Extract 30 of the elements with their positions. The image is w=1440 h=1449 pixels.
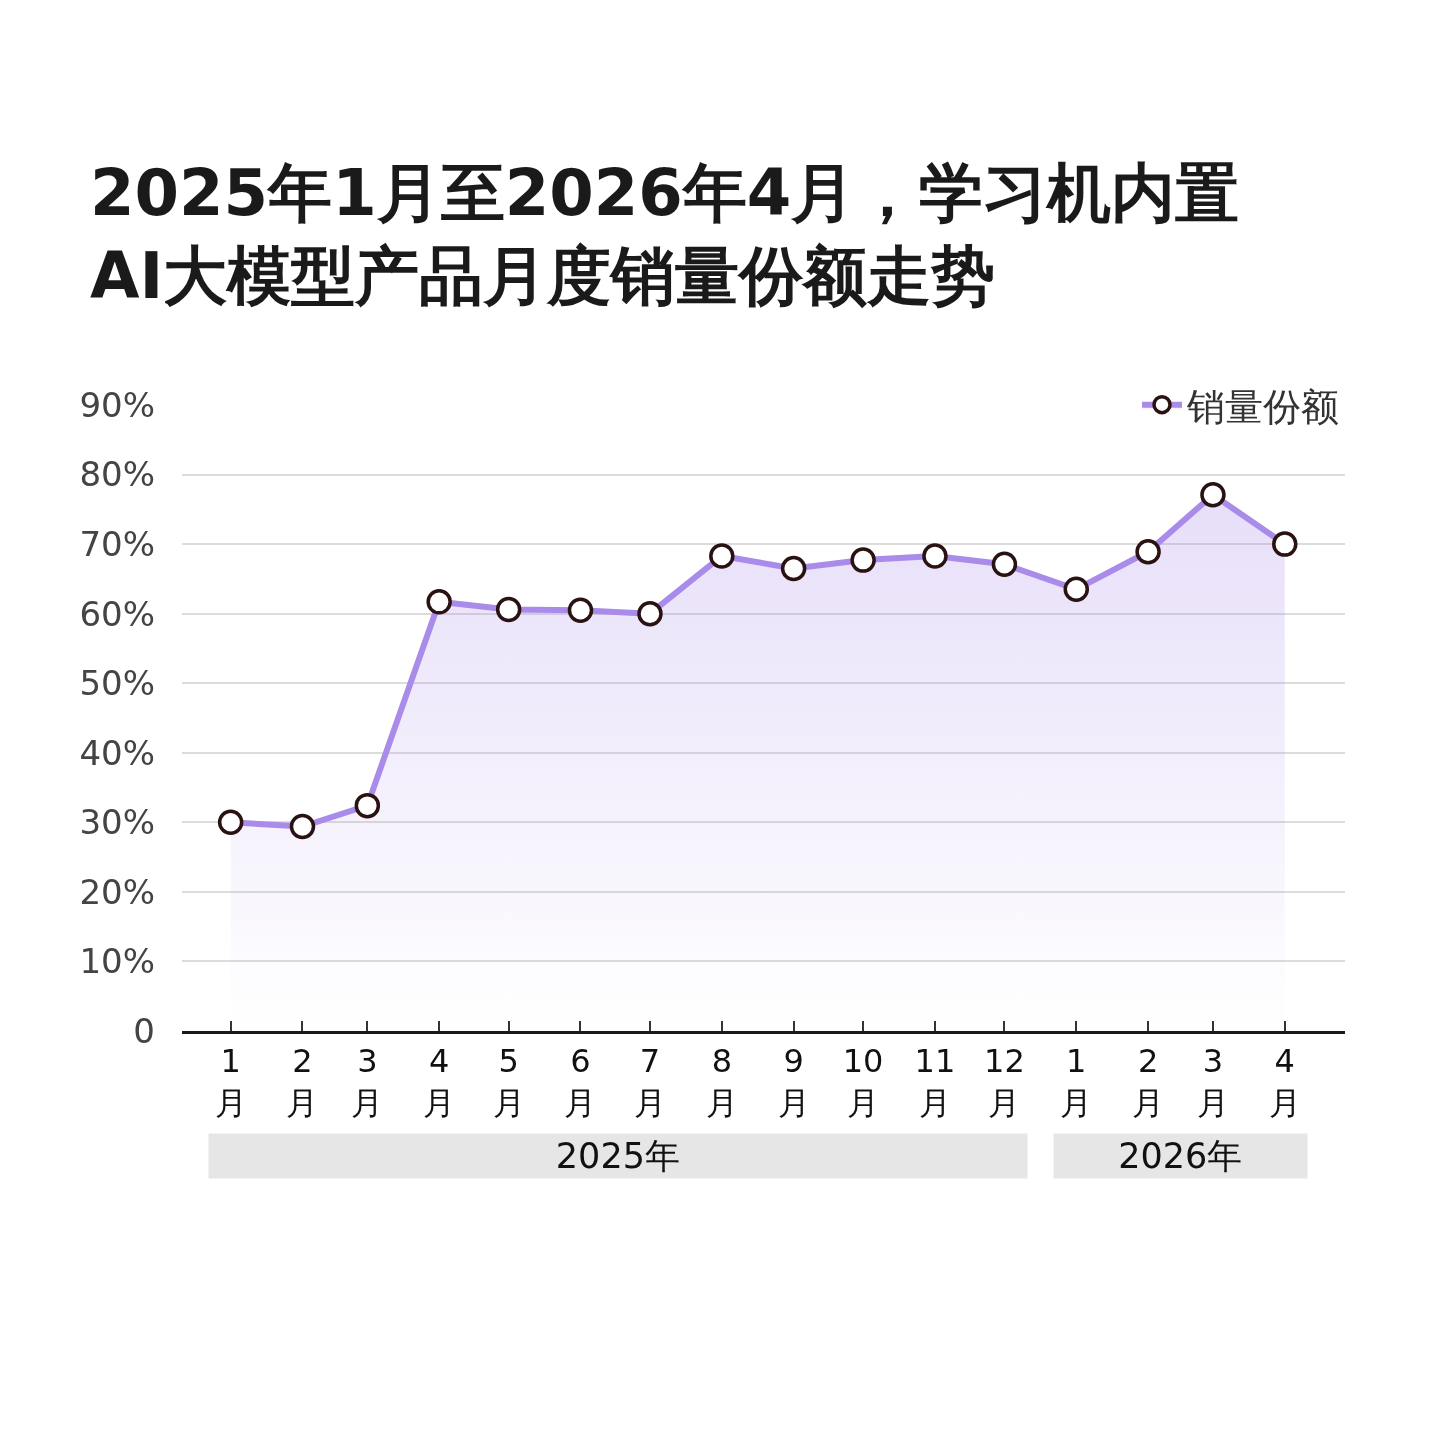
x-tick-label: 4 月 <box>423 1042 456 1122</box>
y-tick-label: 80% <box>79 454 155 495</box>
x-tick-label: 8 月 <box>705 1042 738 1122</box>
x-tick-label: 11 月 <box>914 1042 956 1122</box>
x-tick-label: 3 月 <box>1196 1042 1229 1122</box>
y-tick-label: 30% <box>79 802 155 843</box>
y-tick-label: 0 <box>133 1010 155 1051</box>
x-tick-label: 1 月 <box>214 1042 247 1122</box>
y-tick-label: 20% <box>79 871 155 912</box>
x-tick-label: 1 月 <box>1060 1042 1093 1122</box>
x-tick-label: 2 月 <box>286 1042 319 1122</box>
x-tick-label: 5 月 <box>492 1042 525 1122</box>
x-tick-label: 12 月 <box>984 1042 1025 1122</box>
text: 2025年 <box>555 1136 680 1176</box>
y-tick-label: 50% <box>79 663 155 704</box>
x-tick-label: 7 月 <box>633 1042 666 1122</box>
x-tick-label: 6 月 <box>564 1042 597 1122</box>
chart-title: 2025年1月至2026年4月，学习机内置 AI大模型产品月度销量份额走势 <box>90 156 1240 314</box>
x-tick-label: 9 月 <box>777 1042 810 1122</box>
x-tick-label: 3 月 <box>351 1042 384 1122</box>
x-tick-label: 4 月 <box>1268 1042 1301 1122</box>
y-tick-label: 40% <box>79 732 155 773</box>
y-tick-label: 90% <box>79 384 155 425</box>
y-tick-label: 10% <box>79 941 155 982</box>
y-tick-label: 70% <box>79 524 155 565</box>
x-tick-label: 2 月 <box>1132 1042 1165 1122</box>
y-tick-label: 60% <box>79 593 155 634</box>
legend-label: 销量份额 <box>1186 384 1339 429</box>
text: 2026年 <box>1118 1136 1243 1176</box>
x-tick-label: 10 月 <box>842 1042 884 1122</box>
